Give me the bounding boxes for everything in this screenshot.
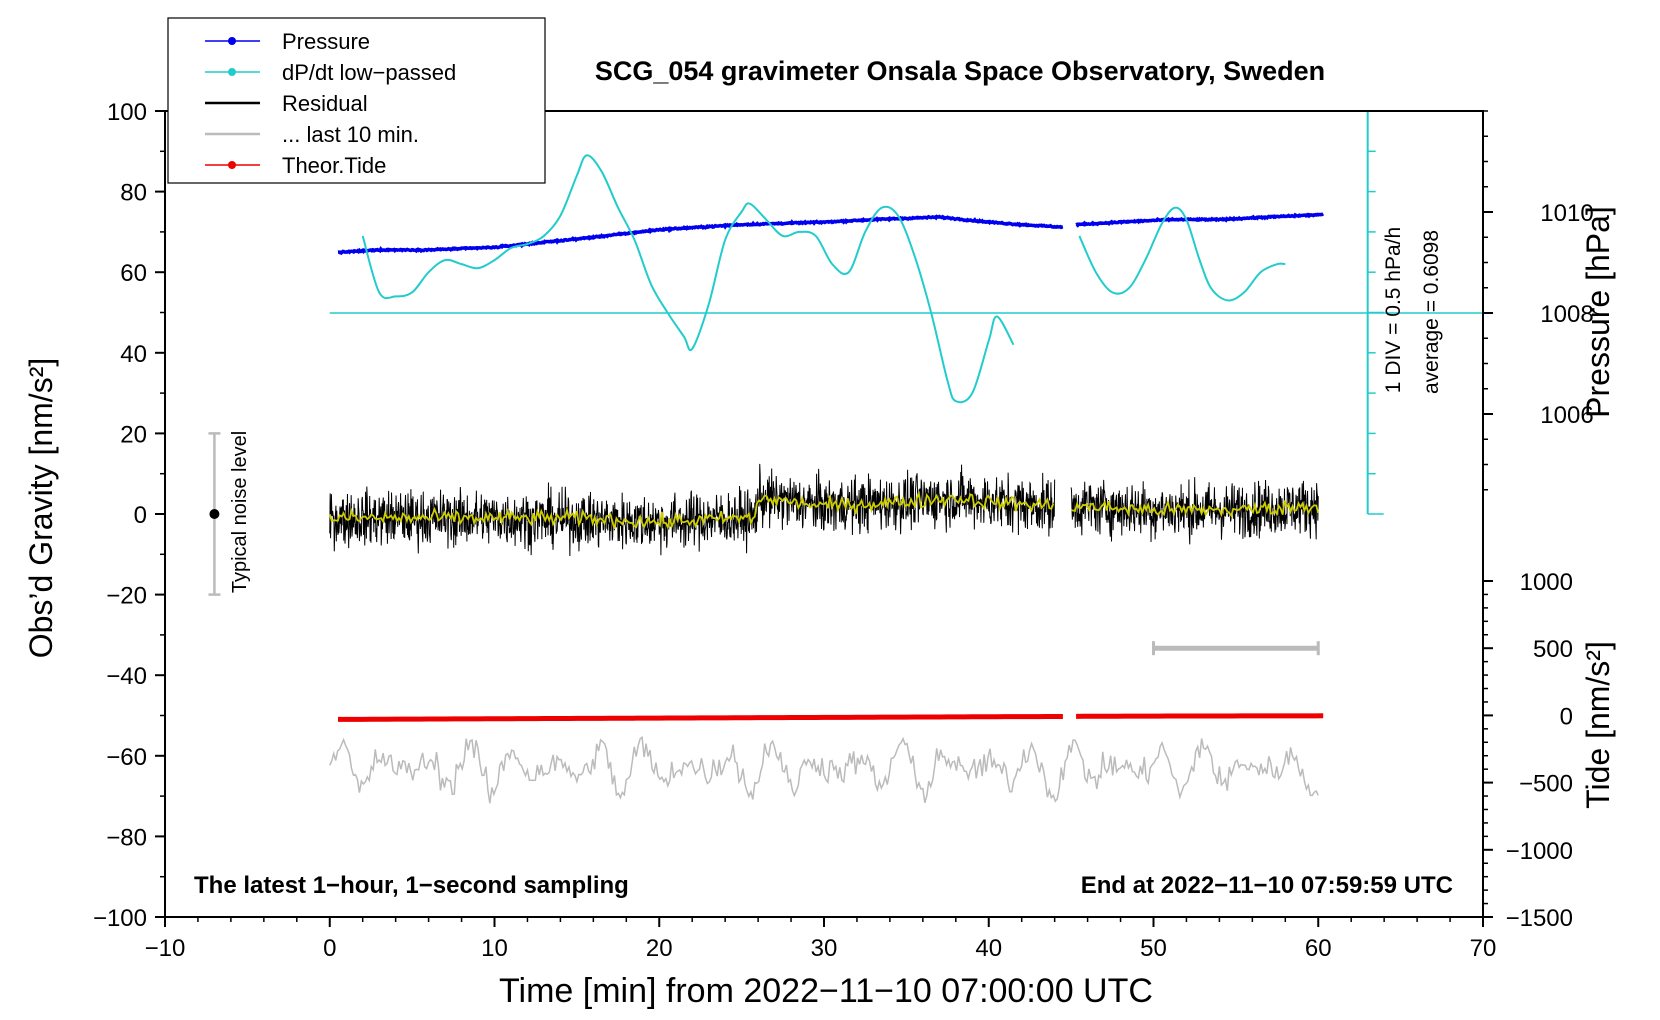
x-tick-label: 60 <box>1305 935 1332 962</box>
tide-tick-label: −1000 <box>1506 838 1573 865</box>
x-tick-label: 0 <box>323 935 336 962</box>
y-tick-label-left: 0 <box>134 502 147 529</box>
y-axis-label-left: Obs’d Gravity [nm/s²] <box>23 358 59 659</box>
series-last10-line <box>329 736 1319 804</box>
legend-marker <box>228 161 236 169</box>
noise-center-dot <box>209 509 220 519</box>
y-axis-label-pressure: Pressure [hPa] <box>1580 206 1616 418</box>
legend-label: Theor.Tide <box>282 153 386 178</box>
legend-box <box>167 17 546 184</box>
pressure-tick-label: 1006 <box>1540 402 1593 429</box>
legend: Pressure dP/dt low−passed Residual ... last… <box>167 17 546 184</box>
series-residual-smoothed-line <box>1070 499 1320 518</box>
bottom-left-annotation: The latest 1−hour, 1−second sampling <box>194 872 629 899</box>
series-pressure-line <box>1075 212 1325 228</box>
y-tick-label-left: 100 <box>107 99 147 126</box>
x-tick-label: 30 <box>811 935 838 962</box>
y-tick-label-left: −40 <box>106 663 147 690</box>
y-tick-label-left: 80 <box>120 180 147 207</box>
legend-label: Pressure <box>282 29 370 54</box>
tide-tick-label: −500 <box>1519 771 1573 798</box>
series-dpdt-line <box>1078 206 1286 302</box>
legend-marker <box>228 37 236 45</box>
legend-label: Residual <box>282 91 368 116</box>
y-tick-label-left: 60 <box>120 260 147 287</box>
pressure-tick-label: 1008 <box>1540 301 1593 328</box>
y-tick-label-left: 40 <box>120 341 147 368</box>
y-axis-label-tide: Tide [nm/s²] <box>1580 641 1616 809</box>
legend-marker <box>228 68 236 76</box>
dpdt-scale-label: 1 DIV = 0.5 hPa/h <box>1382 227 1405 393</box>
x-axis-label: Time [min] from 2022−11−10 07:00:00 UTC <box>499 972 1153 1010</box>
series-dpdt-line <box>361 154 1015 404</box>
x-tick-label: 50 <box>1140 935 1167 962</box>
tide-tick-label: 500 <box>1533 636 1573 663</box>
x-tick-label: 70 <box>1470 935 1497 962</box>
noise-label: Typical noise level <box>229 431 251 593</box>
series-tide-line <box>1076 713 1324 719</box>
x-tick-label: 10 <box>481 935 508 962</box>
x-tick-label: 40 <box>975 935 1002 962</box>
pressure-tick-label: 1010 <box>1540 200 1593 227</box>
series-residual-line <box>329 463 1056 557</box>
tide-tick-label: 0 <box>1560 703 1573 730</box>
average-label: average = 0.6098 <box>1420 230 1443 394</box>
y-tick-label-left: −20 <box>106 583 147 610</box>
series-tide-line <box>337 713 1063 722</box>
series-pressure-line <box>337 214 1064 256</box>
legend-label: ... last 10 min. <box>282 122 419 147</box>
y-tick-label-left: −80 <box>106 824 147 851</box>
series-residual-smoothed-line <box>328 490 1055 531</box>
bottom-right-annotation: End at 2022−11−10 07:59:59 UTC <box>1081 872 1453 899</box>
tide-tick-label: −1500 <box>1506 905 1573 932</box>
plot-area <box>208 110 1483 804</box>
legend-label: dP/dt low−passed <box>282 60 456 85</box>
y-tick-label-left: −60 <box>106 744 147 771</box>
y-tick-label-left: −100 <box>93 905 147 932</box>
x-tick-label: −10 <box>145 935 186 962</box>
y-tick-label-left: 20 <box>120 421 147 448</box>
tide-tick-label: 1000 <box>1520 569 1573 596</box>
axes: −10 0 10 20 30 40 50 60 70100806040200−20−40−60−… <box>93 99 1594 962</box>
x-tick-label: 20 <box>646 935 673 962</box>
chart-title: SCG_054 gravimeter Onsala Space Observat… <box>595 56 1325 86</box>
